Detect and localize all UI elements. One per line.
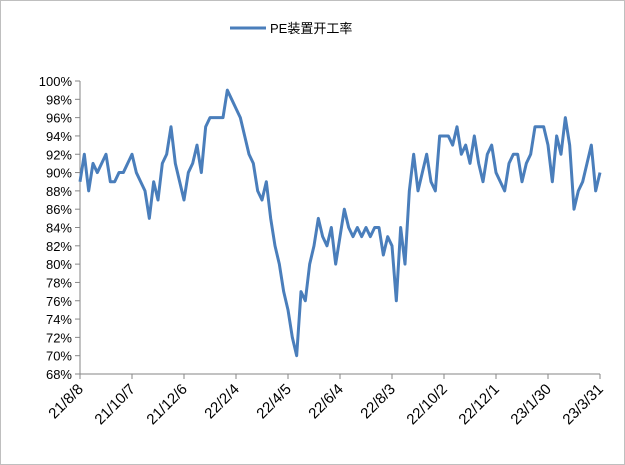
- y-tick-label: 82%: [46, 239, 72, 254]
- y-tick-label: 96%: [46, 111, 72, 126]
- y-tick-label: 94%: [46, 129, 72, 144]
- y-tick-label: 78%: [46, 275, 72, 290]
- y-tick-label: 90%: [46, 166, 72, 181]
- legend-label: PE装置开工率: [270, 21, 352, 36]
- y-tick-label: 84%: [46, 221, 72, 236]
- y-tick-label: 88%: [46, 184, 72, 199]
- y-tick-label: 68%: [46, 367, 72, 382]
- y-tick-label: 70%: [46, 349, 72, 364]
- y-tick-label: 72%: [46, 330, 72, 345]
- y-tick-label: 98%: [46, 92, 72, 107]
- y-tick-label: 92%: [46, 147, 72, 162]
- series-line: [78, 88, 602, 358]
- y-tick-label: 76%: [46, 294, 72, 309]
- y-tick-label: 86%: [46, 202, 72, 217]
- y-tick-label: 74%: [46, 312, 72, 327]
- y-tick-label: 100%: [39, 74, 73, 89]
- y-tick-label: 80%: [46, 257, 72, 272]
